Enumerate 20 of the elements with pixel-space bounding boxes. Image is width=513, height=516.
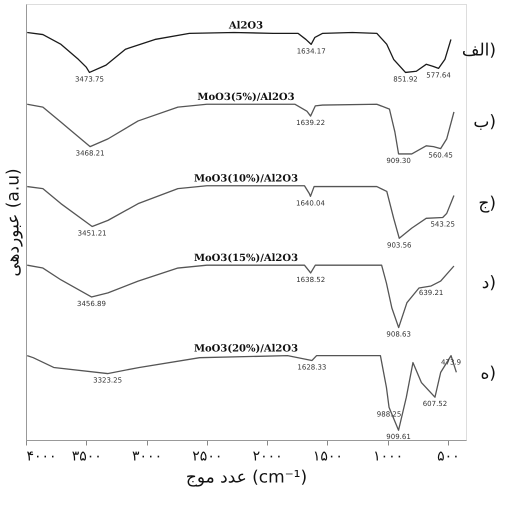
annotation: الف) <box>462 40 496 61</box>
series-label: MoO3(10%)/Al2O3 <box>194 174 298 185</box>
text: ج) <box>478 194 496 214</box>
x-tick-label: ۵۰۰ <box>437 448 460 464</box>
x-tick-label: ۱۵۰۰ <box>312 448 343 464</box>
x-tick-label: ۱۰۰۰ <box>373 448 404 464</box>
x-tick-label: ۲۰۰۰ <box>252 448 283 464</box>
x-tick-label: ۲۵۰۰ <box>192 448 222 464</box>
series-label: MoO3(5%)/Al2O3 <box>197 92 295 104</box>
x-tick-label: ۴۰۰۰ <box>26 448 57 464</box>
series-label: MoO3(15%)/Al2O3 <box>194 253 298 264</box>
x-tick-label: ۳۵۰۰ <box>72 448 102 464</box>
text: ب) <box>473 112 496 132</box>
text: د) <box>482 273 496 294</box>
series-label: Al2O3 <box>228 20 264 32</box>
x-tick-label: ۳۰۰۰ <box>132 448 162 464</box>
x-axis-title: عدد موج (cm⁻¹) <box>186 468 308 488</box>
series-label: MoO3(20%)/Al2O3 <box>194 344 298 355</box>
text: ه) <box>480 364 496 384</box>
y-axis-title: عبوردهی (a.u) <box>4 168 24 277</box>
